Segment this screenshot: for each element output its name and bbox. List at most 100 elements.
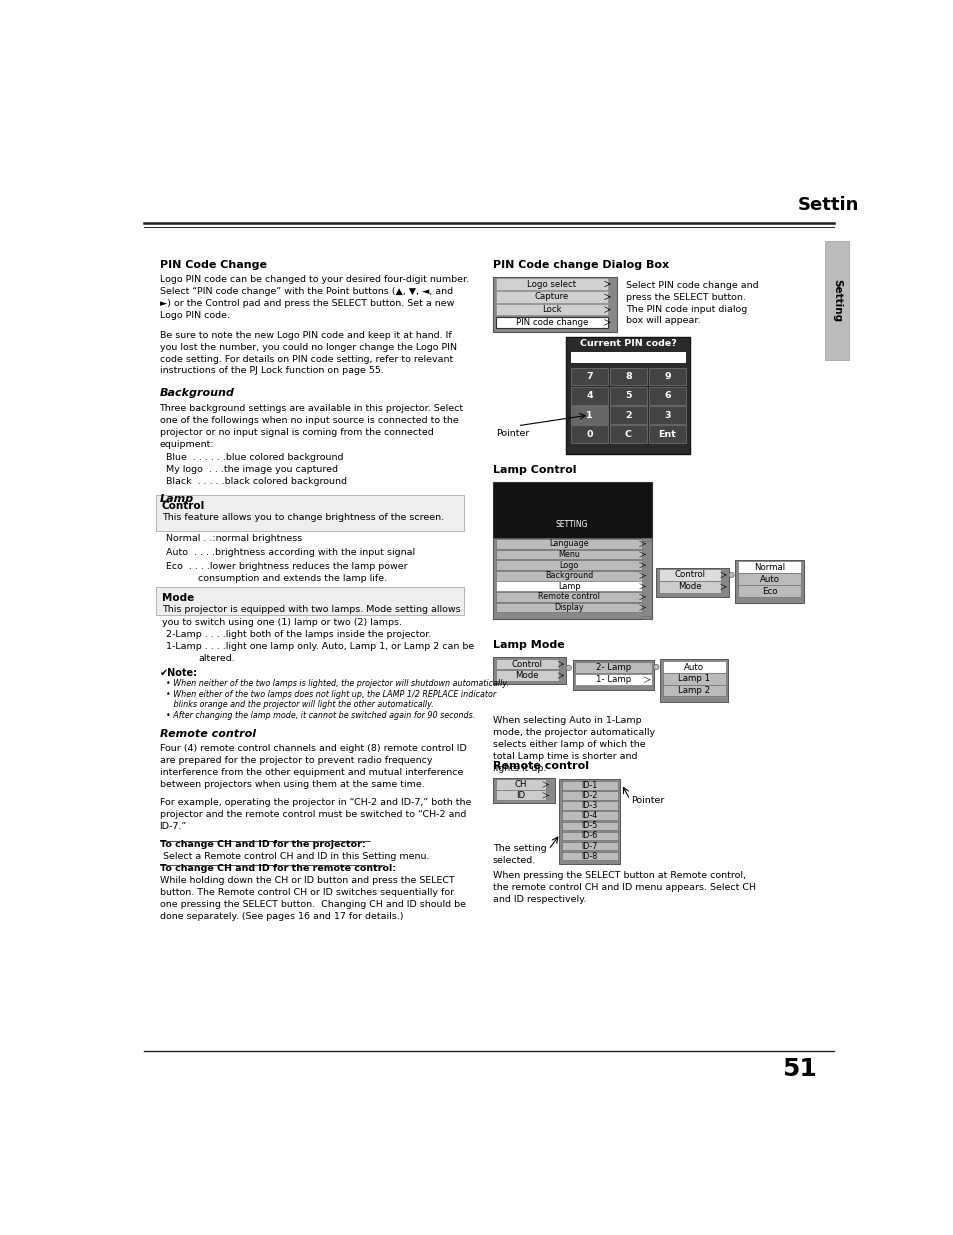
Text: Eco: Eco xyxy=(760,587,777,595)
Bar xyxy=(496,592,641,601)
Text: 0: 0 xyxy=(585,430,592,438)
Bar xyxy=(561,842,617,851)
Bar xyxy=(496,561,641,569)
Bar xyxy=(571,425,607,443)
Bar xyxy=(571,368,607,385)
Text: lights it up.: lights it up. xyxy=(493,764,546,773)
Text: Ent: Ent xyxy=(658,430,676,438)
Text: Mode: Mode xyxy=(162,593,193,603)
Text: consumption and extends the lamp life.: consumption and extends the lamp life. xyxy=(198,573,387,583)
Text: This projector is equipped with two lamps. Mode setting allows: This projector is equipped with two lamp… xyxy=(162,605,460,614)
Text: Auto: Auto xyxy=(759,574,779,584)
Text: Logo: Logo xyxy=(558,561,578,569)
Bar xyxy=(496,671,558,680)
Text: The PIN code input dialog: The PIN code input dialog xyxy=(625,305,746,314)
Bar xyxy=(641,537,649,541)
Bar xyxy=(496,571,641,580)
Text: Remote control: Remote control xyxy=(537,593,599,601)
Text: To change CH and ID for the projector:: To change CH and ID for the projector: xyxy=(159,840,365,848)
Bar xyxy=(493,483,651,537)
Text: Three background settings are available in this projector. Select: Three background settings are available … xyxy=(159,404,463,412)
Text: total Lamp time is shorter and: total Lamp time is shorter and xyxy=(493,752,637,761)
Bar xyxy=(655,568,728,597)
Bar xyxy=(496,582,641,592)
Text: altered.: altered. xyxy=(198,655,234,663)
Text: ID: ID xyxy=(516,790,525,800)
Text: 3: 3 xyxy=(663,410,670,420)
Text: C: C xyxy=(624,430,631,438)
Text: ►) or the Control pad and press the SELECT button. Set a new: ►) or the Control pad and press the SELE… xyxy=(159,299,454,308)
Bar xyxy=(658,580,720,593)
Text: between projectors when using them at the same time.: between projectors when using them at th… xyxy=(159,781,424,789)
Text: Language: Language xyxy=(549,540,588,548)
Text: Normal: Normal xyxy=(753,563,784,572)
Text: For example, operating the projector in “CH-2 and ID-7,” both the: For example, operating the projector in … xyxy=(159,798,471,808)
Bar xyxy=(659,659,728,701)
Text: This feature allows you to change brightness of the screen.: This feature allows you to change bright… xyxy=(162,513,443,522)
Bar xyxy=(737,561,801,573)
Bar xyxy=(561,811,617,820)
Text: Remote control: Remote control xyxy=(493,761,588,771)
Bar xyxy=(610,406,646,424)
Bar xyxy=(561,821,617,830)
Text: ID-7: ID-7 xyxy=(581,841,598,851)
Bar xyxy=(571,406,607,424)
Bar xyxy=(737,573,801,585)
Text: • When either of the two lamps does not light up, the LAMP 1/2 REPLACE indicator: • When either of the two lamps does not … xyxy=(166,690,496,699)
Text: Auto: Auto xyxy=(683,662,703,672)
Text: 5: 5 xyxy=(624,391,631,400)
Text: Mode: Mode xyxy=(678,583,701,592)
Text: Display: Display xyxy=(554,603,583,613)
Text: Lamp: Lamp xyxy=(558,582,579,590)
Text: ID-6: ID-6 xyxy=(581,831,598,841)
Text: you to switch using one (1) lamp or two (2) lamps.: you to switch using one (1) lamp or two … xyxy=(162,619,401,627)
Text: Background: Background xyxy=(544,572,593,580)
Bar xyxy=(737,585,801,597)
Bar xyxy=(493,537,651,619)
Bar xyxy=(496,658,558,669)
Bar xyxy=(571,387,607,405)
Text: 4: 4 xyxy=(585,391,592,400)
Bar xyxy=(571,352,685,363)
Text: Control: Control xyxy=(162,501,205,511)
Bar xyxy=(641,615,649,619)
Text: 51: 51 xyxy=(781,1057,816,1081)
Text: My logo  . . .the image you captured: My logo . . .the image you captured xyxy=(166,466,337,474)
Text: SETTING: SETTING xyxy=(556,520,588,529)
Text: 2-Lamp . . . .light both of the lamps inside the projector.: 2-Lamp . . . .light both of the lamps in… xyxy=(166,630,431,640)
Text: Normal . .:normal brightness: Normal . .:normal brightness xyxy=(166,534,302,543)
Text: Four (4) remote control channels and eight (8) remote control ID: Four (4) remote control channels and eig… xyxy=(159,745,466,753)
Text: When pressing the SELECT button at Remote control,: When pressing the SELECT button at Remot… xyxy=(493,871,745,881)
Bar xyxy=(661,662,725,673)
Bar xyxy=(575,674,651,685)
Text: When selecting Auto in 1-Lamp: When selecting Auto in 1-Lamp xyxy=(493,716,640,725)
Text: Capture: Capture xyxy=(534,293,568,301)
Text: Current PIN code?: Current PIN code? xyxy=(579,340,676,348)
Text: ID-8: ID-8 xyxy=(581,852,598,861)
Text: press the SELECT button.: press the SELECT button. xyxy=(625,293,745,301)
Text: Lamp Mode: Lamp Mode xyxy=(493,640,564,651)
Text: 6: 6 xyxy=(663,391,670,400)
Bar xyxy=(496,278,607,290)
Text: 7: 7 xyxy=(585,372,592,382)
Bar xyxy=(493,277,617,332)
Text: The setting: The setting xyxy=(493,844,546,852)
Text: Setting: Setting xyxy=(831,279,841,322)
Text: ID-2: ID-2 xyxy=(581,792,598,800)
Text: mode, the projector automatically: mode, the projector automatically xyxy=(493,729,655,737)
Text: Blue  . . . . . .blue colored background: Blue . . . . . .blue colored background xyxy=(166,453,343,462)
Text: Mode: Mode xyxy=(515,671,538,680)
Text: Select “PIN code change” with the Point buttons (▲, ▼, ◄, and: Select “PIN code change” with the Point … xyxy=(159,288,453,296)
Text: ID-7.”: ID-7.” xyxy=(159,823,187,831)
Bar xyxy=(661,673,725,684)
Text: Logo select: Logo select xyxy=(527,279,576,289)
Text: Control: Control xyxy=(674,571,705,579)
Text: To change CH and ID for the remote control:: To change CH and ID for the remote contr… xyxy=(159,864,395,873)
Bar xyxy=(735,561,802,603)
Text: 9: 9 xyxy=(663,372,670,382)
Bar xyxy=(567,338,688,357)
Text: Logo PIN code can be changed to your desired four-digit number.: Logo PIN code can be changed to your des… xyxy=(159,275,468,284)
Text: Lock: Lock xyxy=(541,305,561,314)
Text: Lamp Control: Lamp Control xyxy=(493,466,576,475)
Text: one of the followings when no input source is connected to the: one of the followings when no input sour… xyxy=(159,416,457,425)
